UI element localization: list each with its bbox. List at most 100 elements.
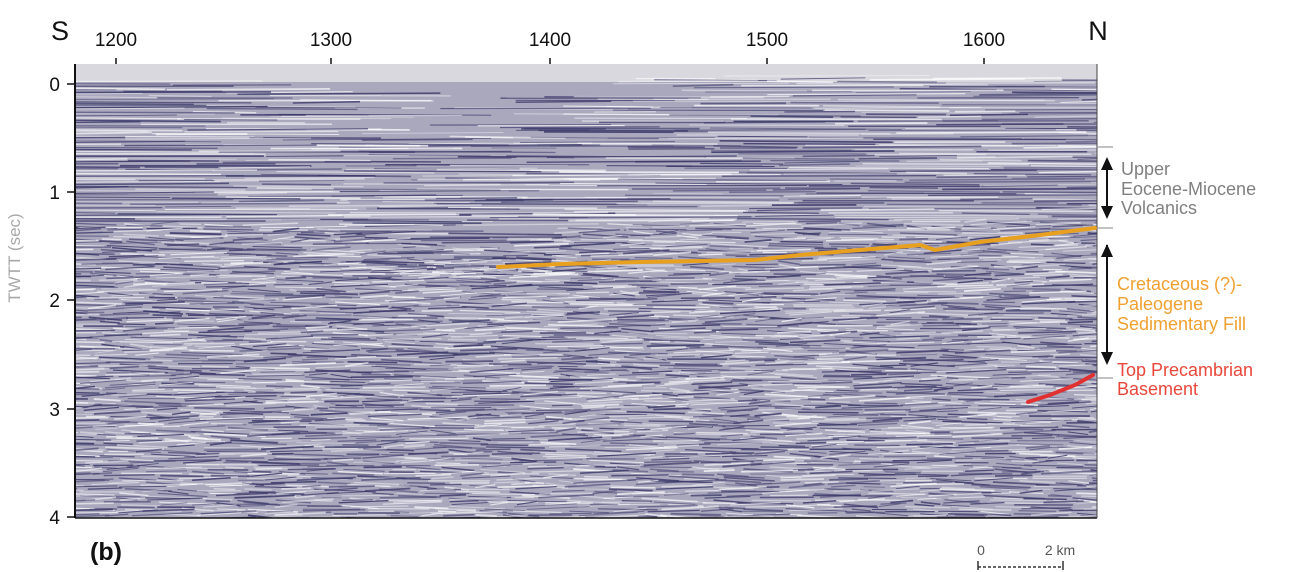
- seismic-reflector: [897, 300, 927, 303]
- seismic-reflector: [332, 514, 387, 516]
- seismic-reflector: [247, 288, 281, 293]
- seismic-reflector: [997, 276, 1040, 279]
- seismic-reflector: [907, 394, 947, 398]
- seismic-reflector: [1050, 312, 1082, 317]
- seismic-reflector: [1059, 367, 1097, 373]
- seismic-reflector: [712, 283, 773, 286]
- seismic-reflector: [1048, 236, 1097, 239]
- seismic-reflector: [892, 385, 937, 389]
- seismic-reflector: [914, 503, 935, 507]
- seismic-reflector: [911, 404, 946, 409]
- seismic-reflector: [515, 100, 612, 103]
- seismic-reflector: [867, 276, 891, 279]
- seismic-reflector: [75, 370, 100, 374]
- seismic-reflector: [75, 469, 103, 472]
- seismic-reflector: [612, 469, 649, 473]
- seismic-reflector: [125, 325, 180, 329]
- seismic-reflector: [871, 488, 919, 492]
- seismic-reflector: [1018, 244, 1079, 248]
- seismic-reflector: [158, 417, 190, 422]
- seismic-reflector: [879, 155, 957, 157]
- seismic-reflector: [105, 265, 154, 271]
- seismic-reflector: [93, 398, 125, 402]
- seismic-reflector: [755, 341, 789, 345]
- seismic-reflector: [1058, 364, 1092, 367]
- seismic-reflector: [542, 455, 590, 459]
- seismic-reflector: [99, 278, 138, 281]
- seismic-reflector: [171, 197, 301, 200]
- seismic-reflector: [586, 373, 616, 376]
- seismic-reflector: [244, 327, 306, 332]
- seismic-reflector: [905, 477, 927, 480]
- seismic-reflector: [362, 386, 426, 389]
- seismic-reflector: [358, 301, 417, 305]
- seismic-reflector: [663, 493, 689, 496]
- seismic-reflector: [637, 504, 698, 508]
- seismic-reflector: [75, 478, 114, 481]
- seismic-reflector: [974, 402, 1016, 406]
- seismic-reflector: [1080, 238, 1097, 242]
- seismic-reflector: [247, 431, 301, 437]
- seismic-reflector: [994, 393, 1038, 398]
- seismic-reflector: [804, 360, 840, 363]
- seismic-reflector: [456, 273, 507, 277]
- seismic-reflector: [1038, 374, 1059, 378]
- seismic-reflector: [497, 484, 557, 489]
- seismic-reflector: [75, 176, 206, 180]
- seismic-reflector: [937, 292, 981, 295]
- seismic-reflector: [1018, 248, 1055, 252]
- seismic-reflector: [469, 484, 503, 489]
- seismic-reflector: [420, 380, 455, 383]
- seismic-reflector: [131, 390, 178, 393]
- seismic-reflector: [863, 410, 906, 413]
- seismic-reflector: [905, 171, 968, 175]
- seismic-reflector: [118, 509, 158, 514]
- seismic-reflector: [876, 240, 918, 243]
- seismic-reflector: [201, 263, 223, 266]
- seismic-reflector: [456, 416, 478, 422]
- seismic-reflector: [706, 250, 756, 254]
- seismic-reflector: [762, 489, 809, 494]
- seismic-reflector: [552, 267, 587, 273]
- seismic-reflector: [75, 425, 116, 427]
- seismic-reflector: [405, 466, 441, 471]
- seismic-reflector: [632, 230, 654, 235]
- seismic-reflector: [958, 442, 1009, 447]
- seismic-reflector: [379, 496, 441, 499]
- seismic-reflector: [419, 488, 455, 492]
- seismic-reflector: [758, 285, 801, 287]
- seismic-reflector: [981, 117, 1097, 121]
- seismic-reflector: [118, 485, 167, 488]
- seismic-reflector: [919, 489, 939, 493]
- seismic-reflector: [1005, 127, 1097, 130]
- seismic-reflector: [660, 499, 707, 503]
- seismic-reflector: [116, 304, 144, 307]
- seismic-reflector: [730, 118, 942, 121]
- seismic-reflector: [320, 338, 377, 341]
- seismic-reflector: [106, 361, 163, 364]
- seismic-reflector: [668, 318, 689, 322]
- seismic-reflector: [441, 454, 490, 458]
- seismic-reflector: [563, 311, 601, 316]
- seismic-reflector: [617, 178, 827, 182]
- seismic-reflector: [305, 392, 337, 398]
- seismic-reflector: [1011, 460, 1040, 463]
- seismic-reflector: [75, 227, 102, 232]
- seismic-reflector: [864, 439, 928, 444]
- seismic-reflector: [688, 346, 729, 349]
- seismic-reflector: [815, 293, 851, 296]
- seismic-reflector: [688, 310, 715, 314]
- seismic-reflector: [79, 494, 141, 498]
- seismic-reflector: [709, 245, 759, 249]
- seismic-reflector: [1002, 255, 1036, 259]
- seismic-reflector: [265, 397, 310, 402]
- seismic-reflector: [281, 114, 463, 117]
- seismic-reflector: [936, 479, 974, 484]
- seismic-reflector: [789, 311, 832, 316]
- seismic-reflector: [89, 272, 134, 278]
- seismic-reflector: [222, 161, 372, 164]
- seismic-reflector: [836, 274, 868, 279]
- seismic-reflector: [184, 398, 236, 402]
- seismic-reflector: [205, 481, 252, 486]
- seismic-reflector: [391, 343, 434, 348]
